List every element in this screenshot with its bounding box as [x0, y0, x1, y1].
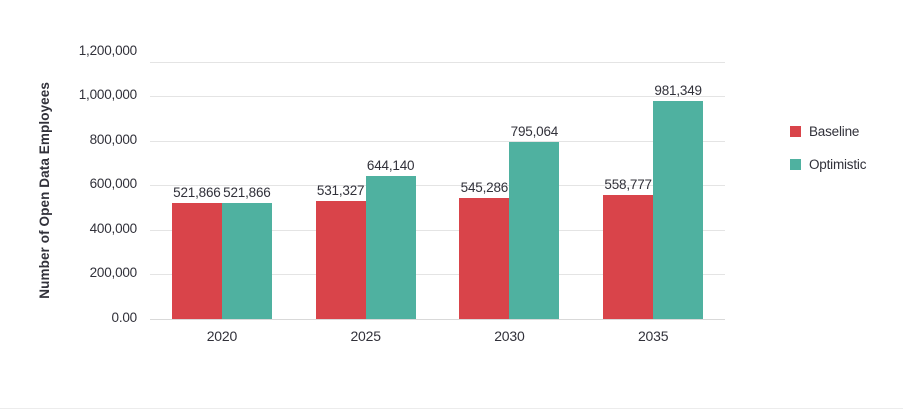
- bar-value-label: 531,327: [316, 182, 365, 198]
- bar-optimistic-2035: 981,349: [653, 83, 704, 319]
- bar-pair: 521,866 521,866: [171, 63, 272, 319]
- y-tick-label: 1,000,000: [78, 87, 137, 103]
- gridline: [150, 274, 725, 276]
- bar-pair: 558,777 981,349: [603, 63, 704, 319]
- bar-group: 521,866 521,866 2020: [171, 63, 272, 344]
- bar-pair: 545,286 795,064: [459, 63, 560, 319]
- y-axis-title-text: Number of Open Data Employees: [36, 81, 52, 299]
- bar-baseline-2035: 558,777: [603, 177, 654, 319]
- x-axis-label: 2035: [637, 328, 669, 344]
- legend-item-baseline: Baseline: [790, 122, 866, 140]
- gridline: [150, 229, 725, 231]
- gridline: [150, 185, 725, 187]
- bar-optimistic-2020: 521,866: [221, 185, 272, 319]
- bar-optimistic-2030: 795,064: [509, 124, 560, 319]
- bar-value-label: 795,064: [510, 124, 559, 139]
- bar-value-label: 521,866: [173, 184, 221, 200]
- legend: Baseline Optimistic: [790, 122, 866, 188]
- y-tick-label: 1,200,000: [78, 42, 137, 58]
- bar-baseline-2030: 545,286: [459, 180, 510, 319]
- legend-label: Optimistic: [809, 156, 867, 172]
- bar-value-label: 521,866: [223, 184, 271, 200]
- bar-baseline-2025: 531,327: [315, 183, 366, 319]
- x-axis-label: 2030: [494, 328, 525, 344]
- gridline: [150, 140, 725, 142]
- bar-baseline-2020: 521,866: [171, 185, 222, 319]
- legend-item-optimistic: Optimistic: [790, 155, 866, 173]
- y-tick-label: 200,000: [89, 265, 138, 281]
- bar-groups: 521,866 521,866 2020 531,327 644,140 2025 …: [150, 63, 725, 344]
- baseline-swatch-icon: [790, 125, 801, 137]
- bar-value-label: 981,349: [654, 82, 702, 98]
- y-tick-label: 800,000: [89, 131, 138, 147]
- bar-pair: 531,327 644,140: [315, 63, 416, 319]
- bar-value-label: 545,286: [460, 179, 509, 195]
- y-tick-label: 400,000: [89, 220, 138, 236]
- bar-group: 545,286 795,064 2030: [459, 63, 560, 344]
- y-tick-label: 600,000: [89, 176, 138, 192]
- plot-area: 521,866 521,866 2020 531,327 644,140 2025 …: [150, 62, 725, 344]
- bar-optimistic-2025: 644,140: [365, 158, 416, 319]
- bar-group: 558,777 981,349 2035: [603, 63, 704, 344]
- optimistic-swatch-icon: [790, 158, 801, 170]
- x-axis-label: 2025: [350, 328, 381, 344]
- x-axis-label: 2020: [206, 328, 238, 344]
- legend-label: Baseline: [809, 123, 860, 139]
- y-tick-label: 0.00: [111, 310, 138, 325]
- bar-value-label: 644,140: [366, 157, 415, 173]
- gridline: [150, 96, 725, 98]
- bar-group: 531,327 644,140 2025: [315, 63, 416, 344]
- bar-value-label: 558,777: [604, 176, 652, 192]
